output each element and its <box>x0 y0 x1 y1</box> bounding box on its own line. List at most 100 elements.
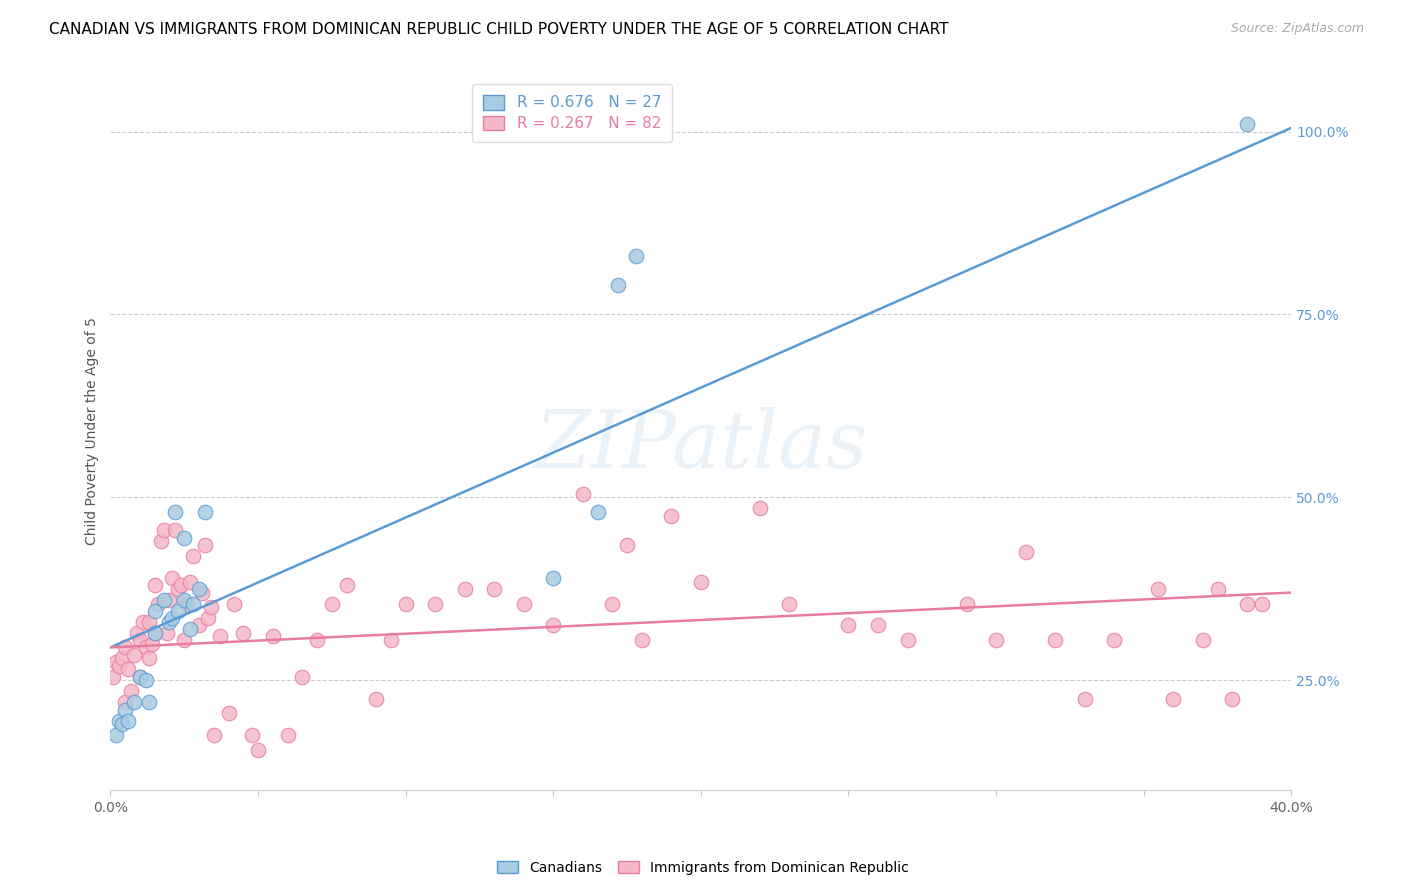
Point <box>395 597 418 611</box>
Point <box>162 571 184 585</box>
Point <box>748 501 770 516</box>
Legend: R = 0.676   N = 27, R = 0.267   N = 82: R = 0.676 N = 27, R = 0.267 N = 82 <box>472 84 672 142</box>
Text: ZIPatlas: ZIPatlas <box>534 407 868 484</box>
Point <box>425 597 447 611</box>
Point <box>141 637 163 651</box>
Point <box>1206 582 1229 596</box>
Point <box>866 618 889 632</box>
Point <box>155 625 177 640</box>
Point <box>143 625 166 640</box>
Point <box>541 618 564 632</box>
Point <box>181 597 204 611</box>
Point <box>659 508 682 523</box>
Point <box>159 593 181 607</box>
Point <box>541 571 564 585</box>
Point <box>194 505 217 519</box>
Point <box>291 670 314 684</box>
Point <box>129 633 152 648</box>
Point <box>135 673 157 688</box>
Point <box>240 728 263 742</box>
Text: Source: ZipAtlas.com: Source: ZipAtlas.com <box>1230 22 1364 36</box>
Point <box>689 574 711 589</box>
Point <box>307 633 329 648</box>
Y-axis label: Child Poverty Under the Age of 5: Child Poverty Under the Age of 5 <box>86 318 100 546</box>
Point <box>146 597 169 611</box>
Point <box>218 706 240 721</box>
Point <box>624 249 647 263</box>
Point <box>194 538 217 552</box>
Point <box>111 717 134 731</box>
Point <box>1236 597 1258 611</box>
Point <box>120 684 142 698</box>
Point <box>114 640 136 655</box>
Point <box>586 505 609 519</box>
Point <box>366 691 388 706</box>
Point <box>1014 545 1036 559</box>
Point <box>984 633 1007 648</box>
Point <box>179 574 201 589</box>
Point <box>162 611 184 625</box>
Point <box>484 582 506 596</box>
Point <box>200 600 222 615</box>
Point <box>191 585 214 599</box>
Point <box>122 648 145 662</box>
Point <box>152 524 174 538</box>
Point <box>1102 633 1125 648</box>
Point <box>138 651 160 665</box>
Point <box>108 658 131 673</box>
Point <box>197 611 219 625</box>
Point <box>149 534 172 549</box>
Point <box>277 728 299 742</box>
Point <box>571 487 593 501</box>
Point <box>143 604 166 618</box>
Point <box>132 615 155 629</box>
Point <box>105 728 128 742</box>
Point <box>1191 633 1213 648</box>
Point <box>114 703 136 717</box>
Point <box>108 714 131 728</box>
Point <box>1161 691 1184 706</box>
Text: CANADIAN VS IMMIGRANTS FROM DOMINICAN REPUBLIC CHILD POVERTY UNDER THE AGE OF 5 : CANADIAN VS IMMIGRANTS FROM DOMINICAN RE… <box>49 22 949 37</box>
Point <box>165 505 187 519</box>
Point <box>114 695 136 709</box>
Point <box>1250 597 1272 611</box>
Point <box>129 670 152 684</box>
Point <box>122 695 145 709</box>
Point <box>224 597 246 611</box>
Point <box>1073 691 1095 706</box>
Point <box>165 524 187 538</box>
Point <box>955 597 977 611</box>
Point <box>630 633 652 648</box>
Point <box>232 625 254 640</box>
Point <box>1236 117 1258 131</box>
Point <box>143 578 166 592</box>
Point <box>167 604 190 618</box>
Point <box>105 655 128 669</box>
Point <box>321 597 343 611</box>
Point <box>173 531 195 545</box>
Legend: Canadians, Immigrants from Dominican Republic: Canadians, Immigrants from Dominican Rep… <box>491 855 915 880</box>
Point <box>117 662 139 676</box>
Point <box>600 597 623 611</box>
Point <box>135 640 157 655</box>
Point <box>1147 582 1170 596</box>
Point <box>188 618 211 632</box>
Point <box>173 593 195 607</box>
Point <box>202 728 225 742</box>
Point <box>380 633 402 648</box>
Point <box>208 630 231 644</box>
Point <box>173 633 195 648</box>
Point <box>454 582 477 596</box>
Point <box>896 633 918 648</box>
Point <box>138 615 160 629</box>
Point <box>607 278 630 293</box>
Point <box>179 622 201 636</box>
Point <box>1220 691 1243 706</box>
Point <box>111 651 134 665</box>
Point <box>512 597 534 611</box>
Point <box>837 618 859 632</box>
Point <box>188 582 211 596</box>
Point <box>176 597 198 611</box>
Point <box>247 743 270 757</box>
Point <box>159 615 181 629</box>
